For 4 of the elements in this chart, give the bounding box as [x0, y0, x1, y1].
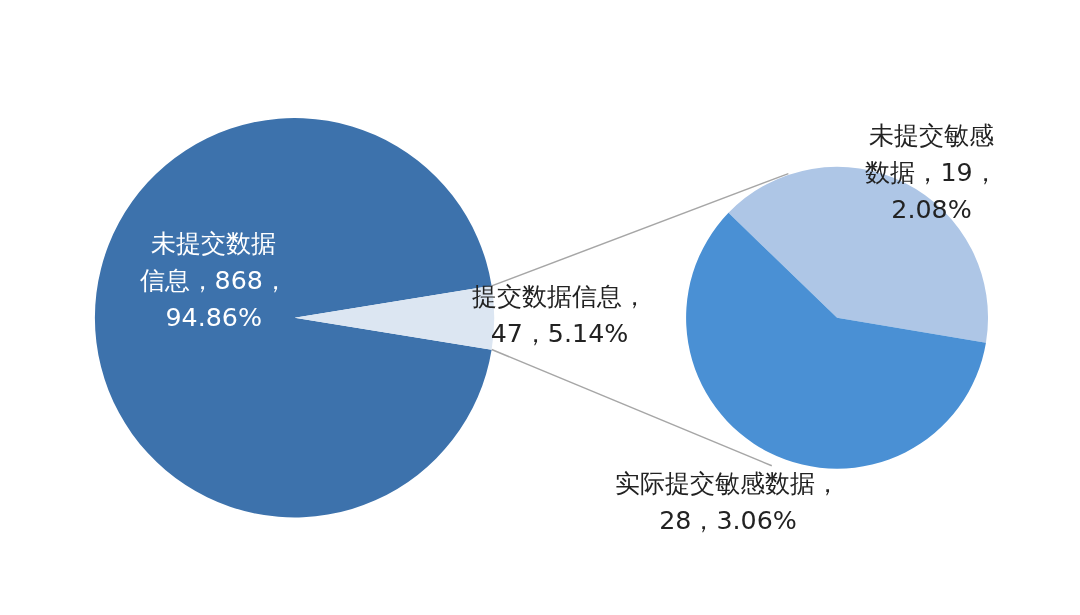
slice-label: 提交数据信息，47，5.14%	[471, 281, 647, 349]
slice-label: 实际提交敏感数据，28，3.06%	[615, 468, 841, 536]
slice-label: 未提交敏感数据，19，2.08%	[865, 120, 998, 225]
slice-label: 未提交数据信息，868，94.86%	[139, 227, 288, 332]
